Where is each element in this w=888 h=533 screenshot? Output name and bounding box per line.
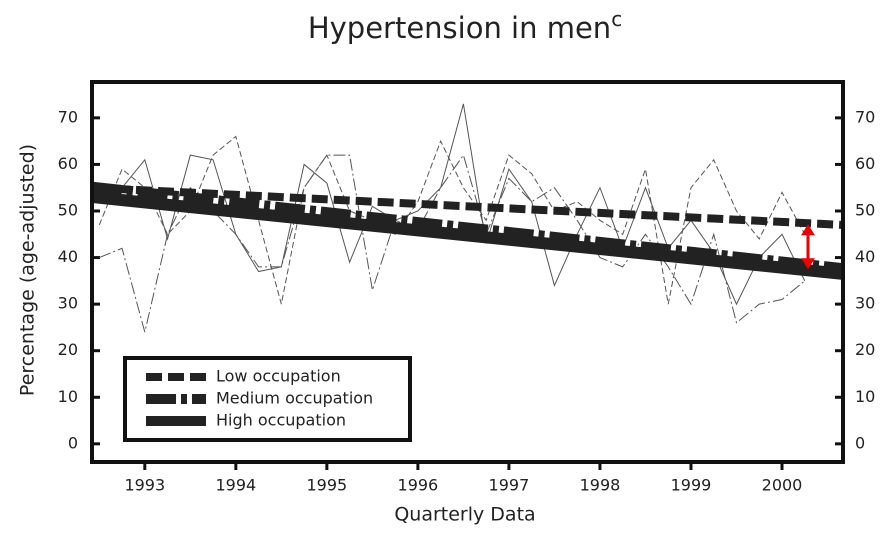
x-tick-label: 1997 bbox=[489, 476, 530, 495]
legend-label: Medium occupation bbox=[216, 389, 373, 408]
trend-line bbox=[92, 181, 843, 276]
y-tick-label: 60 bbox=[58, 154, 78, 173]
data-line bbox=[98, 135, 806, 305]
legend-label: Low occupation bbox=[216, 367, 341, 386]
x-tick-label: 2000 bbox=[762, 476, 803, 495]
y2-tick-label: 10 bbox=[855, 387, 875, 406]
y2-tick-label: 60 bbox=[855, 154, 875, 173]
y-tick-label: 10 bbox=[58, 387, 78, 406]
y-axis-label: Percentage (age-adjusted) bbox=[17, 144, 39, 396]
y2-tick-label: 50 bbox=[855, 200, 875, 219]
x-tick-label: 1998 bbox=[580, 476, 621, 495]
title-superscript: c bbox=[611, 7, 622, 31]
y2-tick-label: 0 bbox=[855, 433, 865, 452]
y2-tick-label: 20 bbox=[855, 340, 875, 359]
data-line bbox=[99, 103, 806, 306]
y2-tick-label: 40 bbox=[855, 247, 875, 266]
title-text: Hypertension in men bbox=[308, 11, 611, 45]
y-tick-label: 0 bbox=[68, 433, 78, 452]
y-tick-label: 40 bbox=[58, 247, 78, 266]
y-tick-label: 50 bbox=[58, 200, 78, 219]
x-axis-label: Quarterly Data bbox=[394, 504, 535, 526]
y-tick-label: 20 bbox=[58, 340, 78, 359]
y-tick-label: 30 bbox=[58, 294, 78, 313]
trend-line bbox=[92, 191, 843, 280]
x-tick-label: 1995 bbox=[306, 476, 347, 495]
plot-frame bbox=[90, 80, 845, 464]
arrow-head bbox=[801, 224, 815, 236]
arrow-head bbox=[801, 258, 815, 270]
y-tick-label: 70 bbox=[58, 107, 78, 126]
x-tick-label: 1996 bbox=[398, 476, 439, 495]
data-line bbox=[99, 153, 806, 333]
y2-tick-label: 30 bbox=[855, 294, 875, 313]
trend-line bbox=[92, 183, 843, 229]
legend-label: High occupation bbox=[216, 411, 346, 430]
x-tick-label: 1999 bbox=[671, 476, 712, 495]
chart-title: Hypertension in menc bbox=[308, 7, 622, 46]
y2-tick-label: 70 bbox=[855, 107, 875, 126]
x-tick-label: 1993 bbox=[124, 476, 165, 495]
x-tick-label: 1994 bbox=[215, 476, 256, 495]
